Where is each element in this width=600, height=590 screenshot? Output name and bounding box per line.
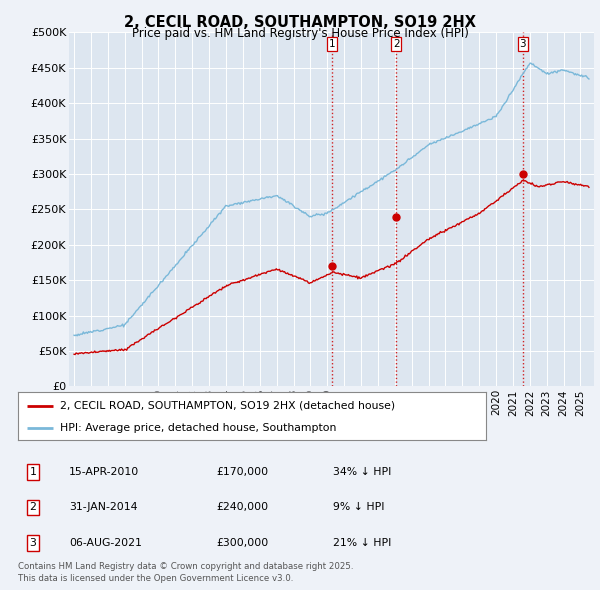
Text: 21% ↓ HPI: 21% ↓ HPI bbox=[333, 538, 391, 548]
Text: 34% ↓ HPI: 34% ↓ HPI bbox=[333, 467, 391, 477]
Text: 2, CECIL ROAD, SOUTHAMPTON, SO19 2HX: 2, CECIL ROAD, SOUTHAMPTON, SO19 2HX bbox=[124, 15, 476, 30]
Text: 06-AUG-2021: 06-AUG-2021 bbox=[69, 538, 142, 548]
Text: 15-APR-2010: 15-APR-2010 bbox=[69, 467, 139, 477]
Text: £170,000: £170,000 bbox=[216, 467, 268, 477]
Text: Contains HM Land Registry data © Crown copyright and database right 2025.
This d: Contains HM Land Registry data © Crown c… bbox=[18, 562, 353, 583]
Text: 2: 2 bbox=[393, 39, 400, 49]
Text: 9% ↓ HPI: 9% ↓ HPI bbox=[333, 503, 385, 512]
Text: Price paid vs. HM Land Registry's House Price Index (HPI): Price paid vs. HM Land Registry's House … bbox=[131, 27, 469, 40]
Text: 31-JAN-2014: 31-JAN-2014 bbox=[69, 503, 137, 512]
Text: HPI: Average price, detached house, Southampton: HPI: Average price, detached house, Sout… bbox=[60, 423, 337, 433]
Text: 2, CECIL ROAD, SOUTHAMPTON, SO19 2HX (detached house): 2, CECIL ROAD, SOUTHAMPTON, SO19 2HX (de… bbox=[60, 401, 395, 411]
Text: 3: 3 bbox=[29, 538, 37, 548]
Text: 3: 3 bbox=[520, 39, 526, 49]
Text: 2: 2 bbox=[29, 503, 37, 512]
Text: 1: 1 bbox=[29, 467, 37, 477]
Text: 1: 1 bbox=[329, 39, 335, 49]
Text: £240,000: £240,000 bbox=[216, 503, 268, 512]
Text: £300,000: £300,000 bbox=[216, 538, 268, 548]
